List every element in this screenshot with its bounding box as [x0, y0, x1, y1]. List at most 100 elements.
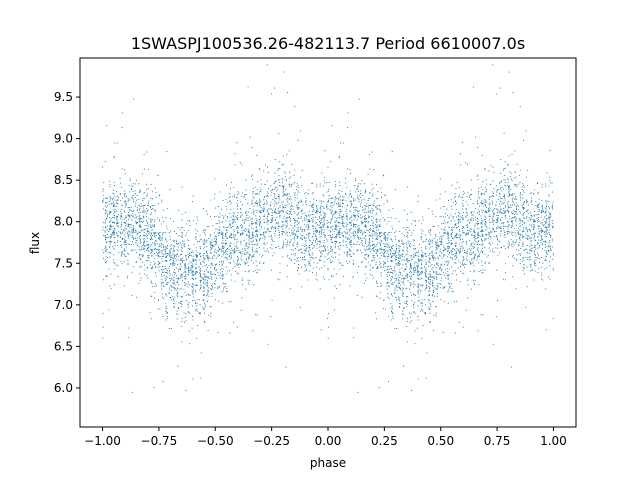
- data-point: [308, 246, 310, 248]
- data-point: [218, 300, 220, 302]
- data-point: [109, 224, 111, 226]
- data-point: [450, 283, 452, 285]
- data-point: [191, 285, 193, 287]
- data-point: [354, 210, 356, 212]
- data-point: [166, 281, 168, 284]
- data-point: [296, 188, 298, 190]
- data-point: [345, 217, 347, 219]
- data-point: [482, 269, 484, 271]
- data-point: [105, 238, 107, 240]
- data-point: [189, 261, 191, 263]
- data-point: [526, 248, 528, 250]
- data-point: [539, 245, 541, 247]
- data-point: [394, 256, 397, 258]
- data-point: [275, 180, 277, 182]
- data-point: [278, 234, 280, 236]
- data-point: [353, 200, 355, 202]
- data-point: [433, 276, 435, 278]
- data-point: [157, 266, 159, 268]
- data-point: [294, 253, 297, 255]
- data-point: [475, 136, 477, 138]
- data-point: [252, 222, 254, 225]
- data-point: [378, 386, 380, 389]
- data-point: [395, 263, 397, 265]
- data-point: [465, 263, 467, 265]
- data-point: [463, 263, 465, 266]
- data-point: [394, 327, 396, 329]
- data-point: [127, 207, 129, 209]
- data-point: [533, 214, 535, 216]
- data-point: [256, 244, 258, 246]
- data-point: [533, 225, 535, 228]
- data-point: [282, 228, 284, 230]
- data-point: [357, 249, 359, 251]
- data-point: [350, 196, 353, 198]
- data-point: [288, 213, 290, 215]
- data-point: [249, 219, 251, 221]
- data-point: [225, 250, 227, 252]
- data-point: [544, 230, 546, 232]
- data-point: [304, 219, 306, 221]
- data-point: [300, 215, 303, 217]
- data-point: [481, 234, 483, 236]
- data-point: [309, 262, 311, 265]
- data-point: [437, 246, 439, 248]
- data-point: [228, 226, 230, 228]
- data-point: [537, 247, 539, 249]
- data-point: [279, 212, 281, 214]
- data-point: [224, 257, 226, 259]
- data-point: [476, 259, 478, 261]
- data-point: [270, 208, 272, 210]
- data-point: [318, 241, 320, 243]
- data-point: [526, 200, 528, 202]
- data-point: [396, 286, 398, 288]
- data-point: [274, 235, 276, 237]
- data-point: [207, 272, 209, 274]
- data-point: [447, 273, 449, 275]
- data-point: [181, 296, 183, 298]
- data-point: [318, 249, 320, 252]
- data-point: [205, 252, 208, 254]
- data-point: [447, 278, 449, 280]
- data-point: [210, 272, 212, 274]
- data-point: [172, 259, 174, 261]
- data-point: [531, 218, 533, 220]
- data-point: [164, 265, 166, 267]
- data-point: [282, 163, 284, 165]
- data-point: [546, 232, 548, 234]
- data-point: [259, 187, 261, 189]
- data-point: [322, 211, 324, 213]
- data-point: [364, 209, 366, 211]
- data-point: [180, 242, 182, 244]
- data-point: [544, 244, 546, 246]
- data-point: [354, 191, 356, 193]
- data-point: [322, 223, 324, 226]
- data-point: [416, 285, 418, 287]
- data-point: [536, 243, 538, 245]
- data-point: [139, 226, 141, 228]
- data-point: [218, 219, 220, 221]
- data-point: [254, 230, 257, 233]
- data-point: [482, 205, 484, 207]
- data-point: [247, 228, 249, 230]
- data-point: [421, 262, 423, 264]
- data-point: [307, 279, 309, 281]
- data-point: [264, 244, 266, 246]
- data-point: [493, 235, 495, 237]
- data-point: [177, 292, 179, 294]
- data-point: [252, 212, 255, 214]
- data-point: [312, 239, 315, 241]
- data-point: [209, 273, 212, 275]
- data-point: [177, 259, 180, 261]
- data-point: [472, 251, 474, 253]
- data-point: [256, 251, 258, 253]
- data-point: [431, 242, 433, 244]
- data-point: [369, 153, 371, 155]
- data-point: [397, 254, 400, 256]
- data-point: [365, 226, 367, 228]
- data-point: [312, 267, 314, 269]
- data-point: [512, 217, 514, 219]
- data-point: [127, 327, 129, 329]
- data-point: [309, 248, 311, 251]
- data-point: [364, 254, 366, 256]
